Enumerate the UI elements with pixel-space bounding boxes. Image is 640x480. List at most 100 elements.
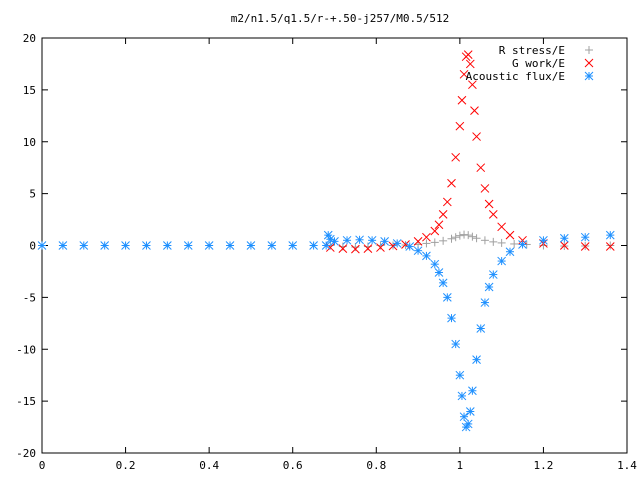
data-point — [363, 242, 372, 251]
data-point — [58, 241, 68, 250]
legend-marker — [584, 71, 594, 81]
data-point — [465, 407, 475, 416]
data-point — [142, 241, 151, 250]
legend-label: G work/E — [512, 57, 565, 70]
x-tick-label: 1 — [457, 459, 464, 472]
data-point — [497, 238, 506, 247]
data-point — [430, 238, 439, 247]
data-point — [380, 236, 389, 246]
data-point — [451, 152, 461, 162]
data-point — [480, 298, 490, 307]
y-tick-label: 10 — [23, 136, 36, 149]
data-point — [468, 386, 477, 396]
data-point — [338, 244, 348, 253]
data-point — [79, 241, 89, 250]
data-point — [225, 241, 235, 250]
data-point — [422, 232, 431, 242]
series-3 — [37, 230, 615, 432]
data-point — [505, 230, 515, 240]
legend-label: R stress/E — [499, 44, 565, 57]
data-point — [472, 234, 481, 243]
data-point — [430, 226, 440, 236]
data-point — [463, 419, 473, 429]
x-tick-label: 1.4 — [617, 459, 637, 472]
data-point — [488, 210, 498, 219]
data-point — [438, 210, 448, 219]
data-point — [442, 197, 452, 207]
data-point — [447, 178, 456, 188]
data-point — [422, 251, 431, 261]
data-point — [338, 242, 347, 251]
data-point — [451, 233, 460, 242]
data-point — [413, 246, 423, 256]
data-point — [559, 233, 569, 243]
y-tick-label: -20 — [16, 447, 36, 460]
data-point — [309, 241, 318, 250]
data-point — [605, 230, 615, 240]
data-point — [355, 235, 364, 245]
data-point — [330, 236, 339, 246]
data-point — [455, 231, 464, 240]
data-point — [183, 241, 193, 250]
data-point — [459, 412, 469, 422]
legend-marker — [584, 58, 594, 68]
data-point — [489, 237, 498, 246]
data-point — [497, 222, 506, 232]
data-point — [480, 236, 489, 245]
data-point — [288, 241, 298, 250]
data-point — [434, 220, 444, 230]
data-point — [472, 355, 481, 364]
data-point — [476, 163, 486, 173]
data-point — [484, 199, 494, 209]
data-point — [321, 241, 331, 250]
data-point — [392, 239, 402, 248]
series-2 — [325, 50, 615, 254]
data-point — [204, 241, 214, 250]
y-tick-label: -10 — [16, 343, 36, 356]
plot-frame — [41, 37, 628, 454]
data-point — [447, 234, 456, 243]
data-point — [376, 243, 385, 252]
data-point — [439, 236, 448, 245]
x-tick-label: 0.2 — [116, 459, 136, 472]
data-point — [455, 370, 465, 380]
x-tick-label: 0 — [39, 459, 46, 472]
data-point — [463, 50, 473, 59]
y-tick-label: -15 — [16, 395, 36, 408]
data-point — [442, 293, 452, 302]
data-point — [457, 95, 467, 105]
data-point — [484, 282, 494, 292]
data-point — [518, 240, 527, 249]
data-point — [100, 241, 110, 250]
data-point — [422, 239, 431, 248]
data-point — [447, 313, 456, 323]
data-point — [438, 278, 448, 288]
y-tick-label: 0 — [29, 240, 36, 253]
data-point — [559, 241, 569, 250]
x-tick-label: 0.4 — [199, 459, 219, 472]
data-point — [510, 239, 519, 248]
data-point — [325, 243, 335, 252]
data-point — [434, 268, 444, 277]
data-point — [405, 242, 415, 251]
data-point — [605, 242, 615, 251]
data-point — [468, 80, 477, 90]
data-point — [472, 132, 481, 141]
data-point — [351, 243, 360, 252]
data-point — [401, 240, 410, 249]
data-point — [457, 391, 467, 401]
data-point — [505, 247, 515, 257]
data-point — [476, 324, 486, 333]
y-tick-label: 20 — [23, 32, 36, 45]
y-tick-label: 15 — [23, 84, 36, 97]
x-tick-label: 0.6 — [283, 459, 303, 472]
legend-label: Acoustic flux/E — [466, 70, 565, 83]
data-point — [325, 234, 335, 244]
data-point — [470, 106, 479, 115]
data-point — [367, 235, 377, 245]
data-point — [37, 241, 47, 250]
data-point — [455, 121, 465, 131]
data-point — [468, 232, 477, 241]
y-tick-label: -5 — [23, 291, 36, 304]
y-tick-label: 5 — [29, 188, 36, 201]
